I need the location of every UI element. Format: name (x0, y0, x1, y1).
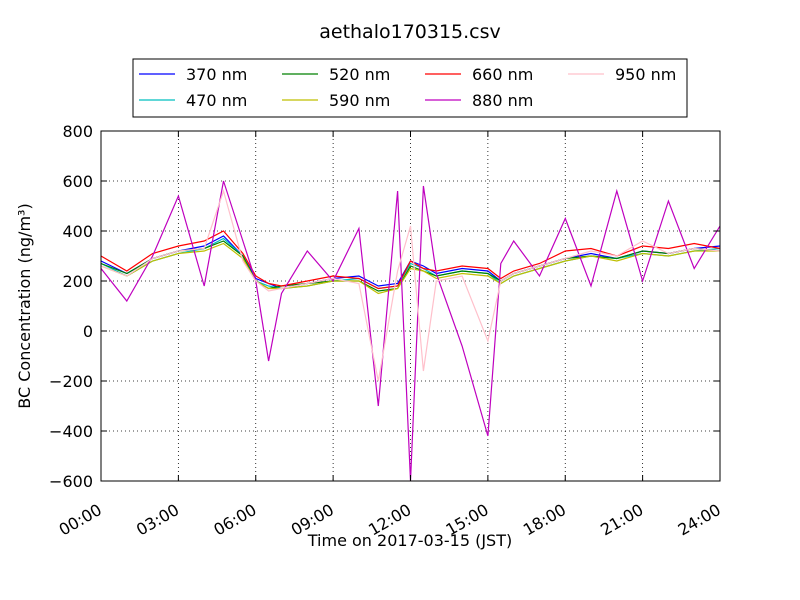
series-line-590-nm (100, 242, 720, 295)
series-line-950-nm (100, 188, 721, 382)
legend: 370 nm 470 nm 520 nm 590 nm 660 nm 880 nm 950 … (132, 58, 688, 118)
x-tick-label: 00:00 (56, 500, 105, 540)
x-tick-label: 24:00 (675, 500, 724, 540)
x-tick-label: 03:00 (133, 500, 182, 540)
legend-label: 520 nm (329, 65, 390, 84)
y-tick-label: −200 (49, 372, 93, 391)
legend-label: 370 nm (186, 65, 247, 84)
y-tick-label: 0 (83, 322, 93, 341)
chart-title: aethalo170315.csv (319, 21, 501, 43)
legend-label: 950 nm (615, 65, 676, 84)
x-tick-label: 18:00 (520, 500, 569, 540)
series-line-880-nm (100, 180, 721, 482)
y-tick-label: −400 (49, 422, 93, 441)
y-tick-label: 200 (62, 272, 93, 291)
y-tick-label: 600 (62, 172, 93, 191)
legend-label: 880 nm (472, 91, 533, 110)
x-tick-label: 21:00 (597, 500, 646, 540)
y-axis-label: BC Concentration (ng/m³) (15, 203, 34, 408)
grid-lines (101, 131, 720, 481)
legend-box (132, 58, 688, 118)
y-tick-label: −600 (49, 472, 93, 491)
x-tick-label: 06:00 (210, 500, 259, 540)
y-tick-label: 800 (62, 122, 93, 141)
series-line-660-nm (100, 230, 721, 290)
legend-label: 590 nm (329, 91, 390, 110)
legend-label: 660 nm (472, 65, 533, 84)
y-tick-label: 400 (62, 222, 93, 241)
x-axis-label: Time on 2017-03-15 (JST) (307, 531, 512, 550)
legend-label: 470 nm (186, 91, 247, 110)
series-layer (100, 180, 721, 482)
